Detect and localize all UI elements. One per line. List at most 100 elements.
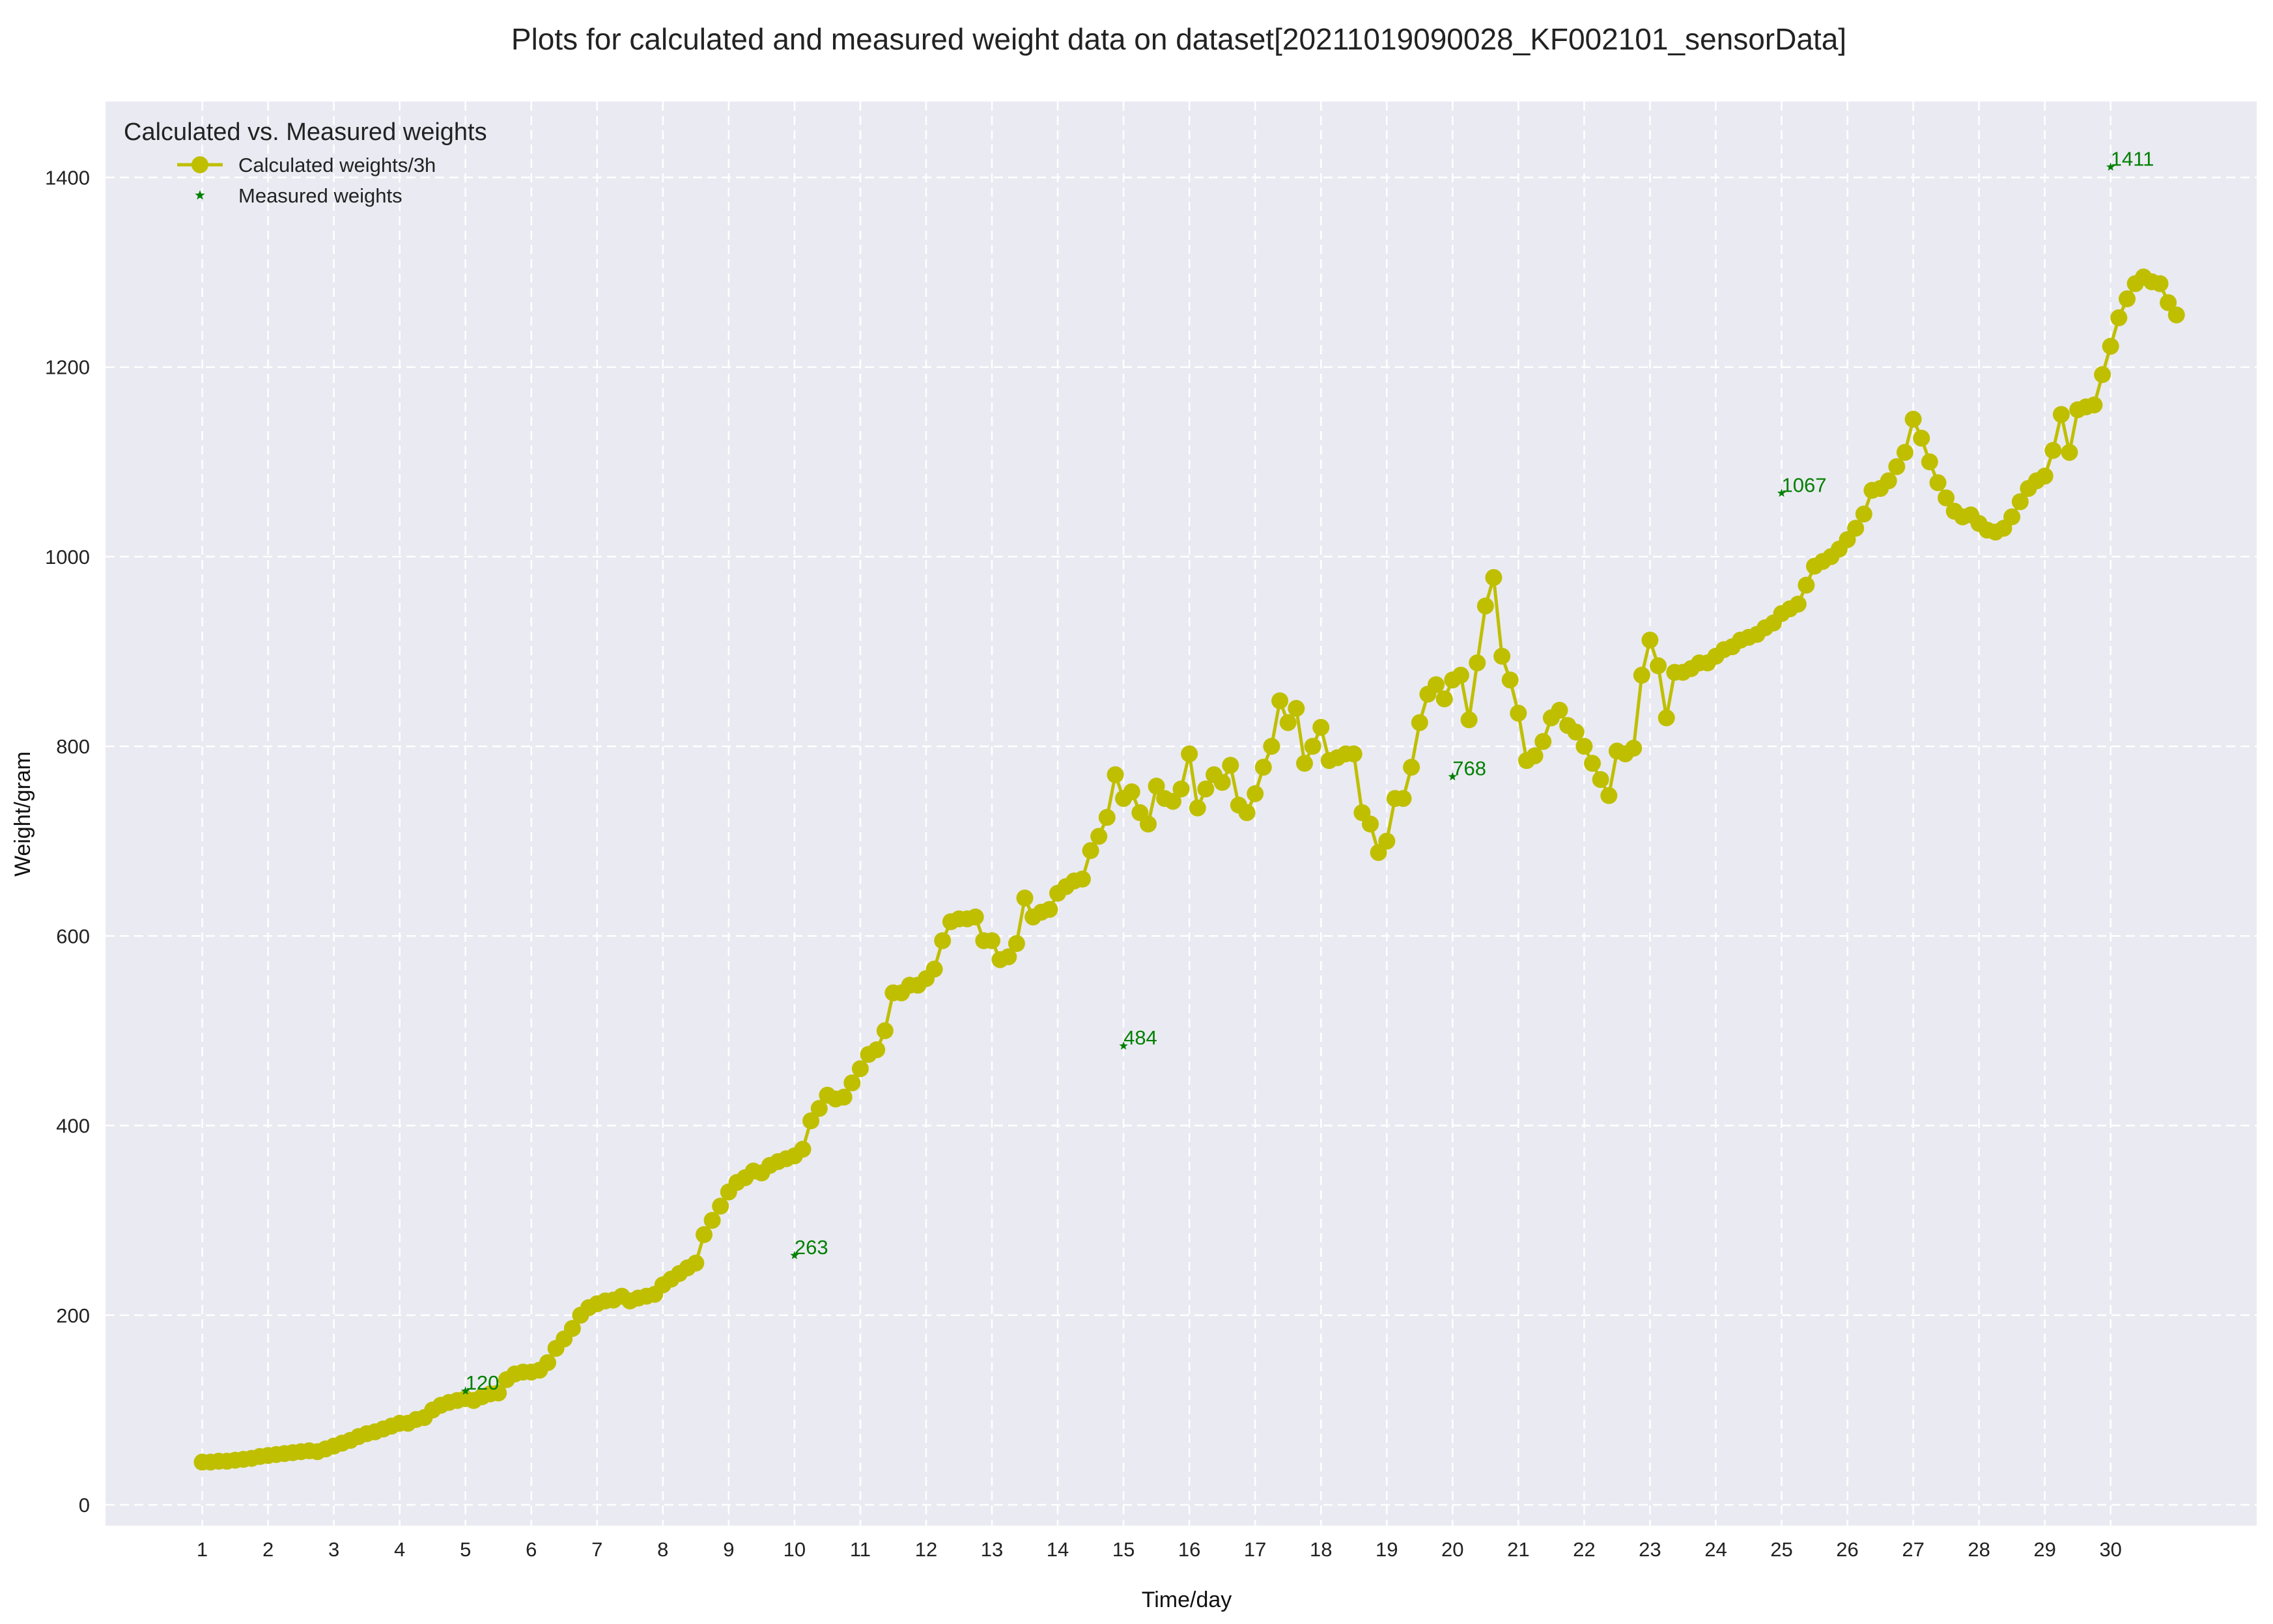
measured-point [1777, 488, 1786, 497]
x-tick-label: 5 [460, 1538, 471, 1561]
calculated-point [1411, 714, 1428, 731]
grid [106, 102, 2257, 1526]
calculated-point [1584, 755, 1601, 772]
calculated-point [696, 1226, 713, 1243]
calculated-point [1345, 745, 1362, 763]
calculated-point [1090, 828, 1108, 845]
calculated-point [1847, 520, 1865, 537]
calculated-point [1403, 759, 1420, 776]
legend-calculated-marker [191, 156, 208, 173]
calculated-point [1000, 948, 1017, 966]
calculated-point [1855, 505, 1872, 523]
calculated-point [1938, 489, 1955, 507]
calculated-point [1896, 443, 1913, 461]
x-tick-label: 2 [262, 1538, 274, 1561]
x-tick-label: 18 [1310, 1538, 1332, 1561]
calculated-point [1247, 785, 1264, 802]
calculated-point [687, 1254, 705, 1272]
calculated-point [1140, 815, 1157, 833]
calculated-point [1181, 745, 1198, 763]
calculated-point [1600, 787, 1618, 804]
x-tick-label: 10 [784, 1538, 806, 1561]
calculated-point [1625, 740, 1643, 757]
x-tick-label: 28 [1968, 1538, 1990, 1561]
calculated-point [983, 932, 1000, 949]
calculated-point [843, 1074, 861, 1091]
calculated-point [1288, 699, 1305, 717]
plot-area [106, 102, 2257, 1526]
calculated-point [1378, 832, 1396, 850]
calculated-point [1312, 719, 1330, 736]
x-tick-label: 15 [1112, 1538, 1135, 1561]
calculated-point [1501, 671, 1519, 689]
calculated-point [2110, 309, 2128, 326]
x-tick-label: 3 [328, 1538, 339, 1561]
legend-title: Calculated vs. Measured weights [124, 119, 487, 146]
calculated-point [835, 1088, 853, 1106]
calculated-point [2102, 337, 2119, 355]
y-axis-label: Weight/gram [10, 751, 35, 876]
calculated-point [1476, 597, 1494, 615]
measured-value-label: 1067 [1781, 473, 1826, 496]
calculated-point [2061, 443, 2078, 461]
calculated-point [563, 1320, 581, 1337]
calculated-point [1904, 410, 1922, 428]
measured-value-label: 120 [466, 1371, 500, 1394]
calculated-point [925, 960, 943, 978]
calculated-point [1107, 766, 1124, 783]
calculated-point [1016, 889, 1034, 907]
calculated-point [1189, 799, 1206, 817]
calculated-point [2160, 294, 2177, 311]
calculated-point [1567, 723, 1585, 741]
calculated-point [1197, 780, 1215, 798]
calculated-point [539, 1354, 556, 1371]
x-tick-label: 26 [1836, 1538, 1858, 1561]
calculated-point [2036, 468, 2054, 485]
calculated-point [967, 908, 984, 926]
calculated-point [1592, 771, 1609, 789]
legend-measured-label: Measured weights [238, 184, 402, 207]
calculated-point [2119, 290, 2136, 307]
y-tick-label: 600 [56, 925, 90, 947]
calculated-point [1263, 738, 1280, 755]
y-axis-ticks: 0 200 400 600 800 1000 1200 1400 [45, 166, 90, 1516]
calculated-point [2011, 493, 2029, 511]
x-tick-label: 1 [197, 1538, 208, 1561]
y-tick-label: 1400 [45, 166, 90, 189]
x-tick-label: 14 [1047, 1538, 1069, 1561]
y-tick-label: 0 [79, 1494, 90, 1517]
calculated-point [1534, 733, 1552, 750]
calculated-point [1254, 759, 1272, 776]
chart-title: Plots for calculated and measured weight… [511, 22, 1846, 56]
calculated-point [703, 1212, 721, 1229]
calculated-point [1123, 783, 1140, 800]
calculated-point [1362, 815, 1379, 833]
calculated-point [2044, 441, 2062, 459]
x-tick-label: 12 [915, 1538, 937, 1561]
calculated-point [1428, 676, 1445, 693]
calculated-point [1510, 705, 1527, 722]
calculated-point [1551, 701, 1568, 719]
y-tick-label: 200 [56, 1304, 90, 1327]
calculated-point [2094, 366, 2111, 384]
calculated-point [1658, 709, 1675, 727]
measured-point [461, 1386, 470, 1395]
x-tick-label: 23 [1639, 1538, 1661, 1561]
calculated-point [2167, 306, 2185, 324]
calculated-point [1296, 755, 1313, 772]
x-axis-label: Time/day [1142, 1588, 1232, 1612]
calculated-point [1493, 647, 1511, 665]
calculated-point [712, 1197, 729, 1215]
calculated-point [490, 1384, 507, 1402]
calculated-point [1222, 757, 1239, 774]
calculated-point [1575, 738, 1593, 755]
y-tick-label: 800 [56, 735, 90, 758]
calculated-series [193, 268, 2185, 1471]
calculated-point [2151, 275, 2169, 292]
calculated-point [1435, 690, 1453, 708]
calculated-point [934, 932, 952, 949]
x-tick-label: 9 [723, 1538, 734, 1561]
x-tick-label: 4 [394, 1538, 405, 1561]
calculated-point [1633, 666, 1650, 684]
measured-point [790, 1251, 799, 1259]
